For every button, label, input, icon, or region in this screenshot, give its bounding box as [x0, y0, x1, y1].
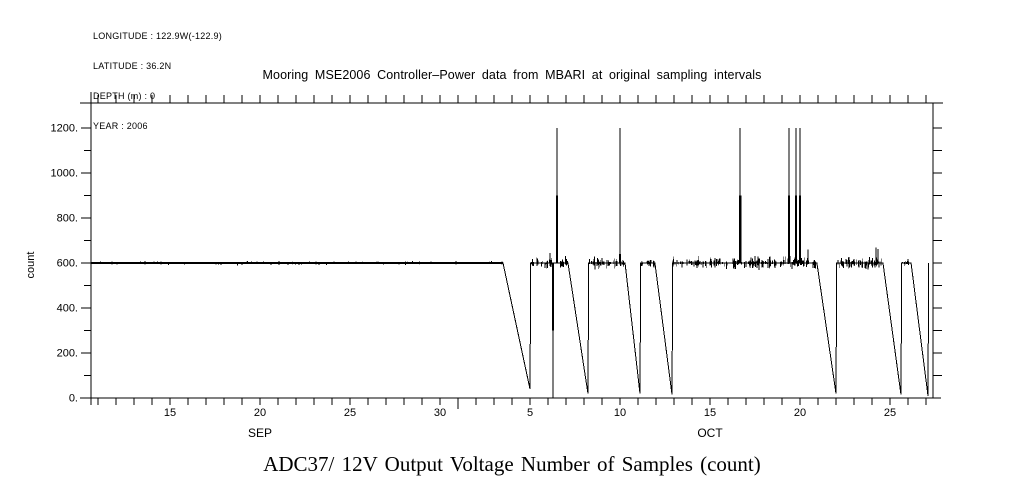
y-tick-label: 800.: [57, 213, 78, 225]
x-tick-label: 10: [614, 407, 626, 419]
y-tick-label: 1000.: [50, 168, 78, 180]
x-tick-label: 25: [884, 407, 896, 419]
y-tick-label: 1200.: [50, 123, 78, 135]
x-tick-label: 20: [254, 407, 266, 419]
x-month-label: SEP: [248, 426, 272, 440]
meta-line-longitude: LONGITUDE : 122.9W(-122.9): [93, 31, 223, 41]
y-tick-label: 600.: [57, 258, 78, 270]
chart-caption: ADC37/ 12V Output Voltage Number of Samp…: [263, 452, 761, 476]
x-tick-label: 30: [434, 407, 446, 419]
x-tick-label: 15: [164, 407, 176, 419]
x-tick-label: 5: [527, 407, 533, 419]
x-tick-label: 25: [344, 407, 356, 419]
y-tick-label: 200.: [57, 348, 78, 360]
y-tick-label: 0.: [69, 393, 78, 405]
meta-line-latitude: LATITUDE : 36.2N: [93, 61, 172, 71]
x-tick-label: 15: [704, 407, 716, 419]
y-tick-label: 400.: [57, 303, 78, 315]
chart-title: Mooring MSE2006 Controller–Power data fr…: [262, 68, 762, 82]
x-month-label: OCT: [697, 426, 723, 440]
x-tick-label: 20: [794, 407, 806, 419]
data-line: [90, 262, 930, 396]
meta-line-year: YEAR : 2006: [93, 121, 148, 131]
